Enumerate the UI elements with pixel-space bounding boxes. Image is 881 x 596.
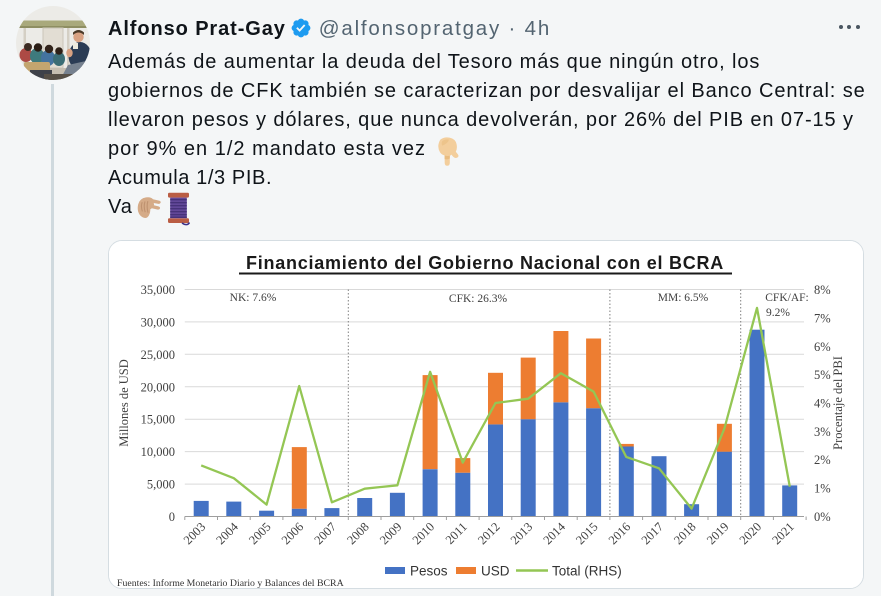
svg-text:NK: 7.6%: NK: 7.6% (230, 292, 277, 304)
svg-text:5%: 5% (814, 368, 831, 382)
svg-text:Procentaje del PBI: Procentaje del PBI (831, 356, 845, 450)
svg-text:MM: 6.5%: MM: 6.5% (658, 292, 709, 304)
svg-text:9.2%: 9.2% (766, 307, 790, 319)
svg-text:4%: 4% (814, 397, 831, 411)
svg-text:8%: 8% (814, 283, 831, 297)
svg-text:3%: 3% (814, 425, 831, 439)
svg-text:25,000: 25,000 (141, 348, 175, 362)
svg-text:1%: 1% (814, 482, 831, 496)
svg-text:7%: 7% (814, 311, 831, 325)
svg-text:USD: USD (481, 564, 510, 579)
svg-text:Financiamiento del Gobierno Na: Financiamiento del Gobierno Nacional con… (246, 253, 724, 273)
svg-text:0%: 0% (814, 510, 831, 524)
svg-text:15,000: 15,000 (141, 413, 175, 427)
svg-text:0: 0 (169, 510, 175, 524)
svg-text:Millones de USD: Millones de USD (117, 359, 131, 447)
svg-text:30,000: 30,000 (141, 315, 175, 329)
svg-text:6%: 6% (814, 340, 831, 354)
svg-text:5,000: 5,000 (147, 478, 175, 492)
svg-text:Fuentes: Informe Monetario Di: Fuentes: Informe Monetario Diario y Bala… (117, 578, 344, 589)
svg-text:CFK/AF:: CFK/AF: (765, 292, 808, 304)
svg-text:10,000: 10,000 (141, 445, 175, 459)
svg-text:2%: 2% (814, 453, 831, 467)
svg-text:Total (RHS): Total (RHS) (552, 564, 622, 579)
svg-text:Pesos: Pesos (410, 564, 448, 579)
svg-text:CFK: 26.3%: CFK: 26.3% (449, 293, 508, 305)
svg-text:20,000: 20,000 (141, 380, 175, 394)
svg-text:35,000: 35,000 (141, 283, 175, 297)
